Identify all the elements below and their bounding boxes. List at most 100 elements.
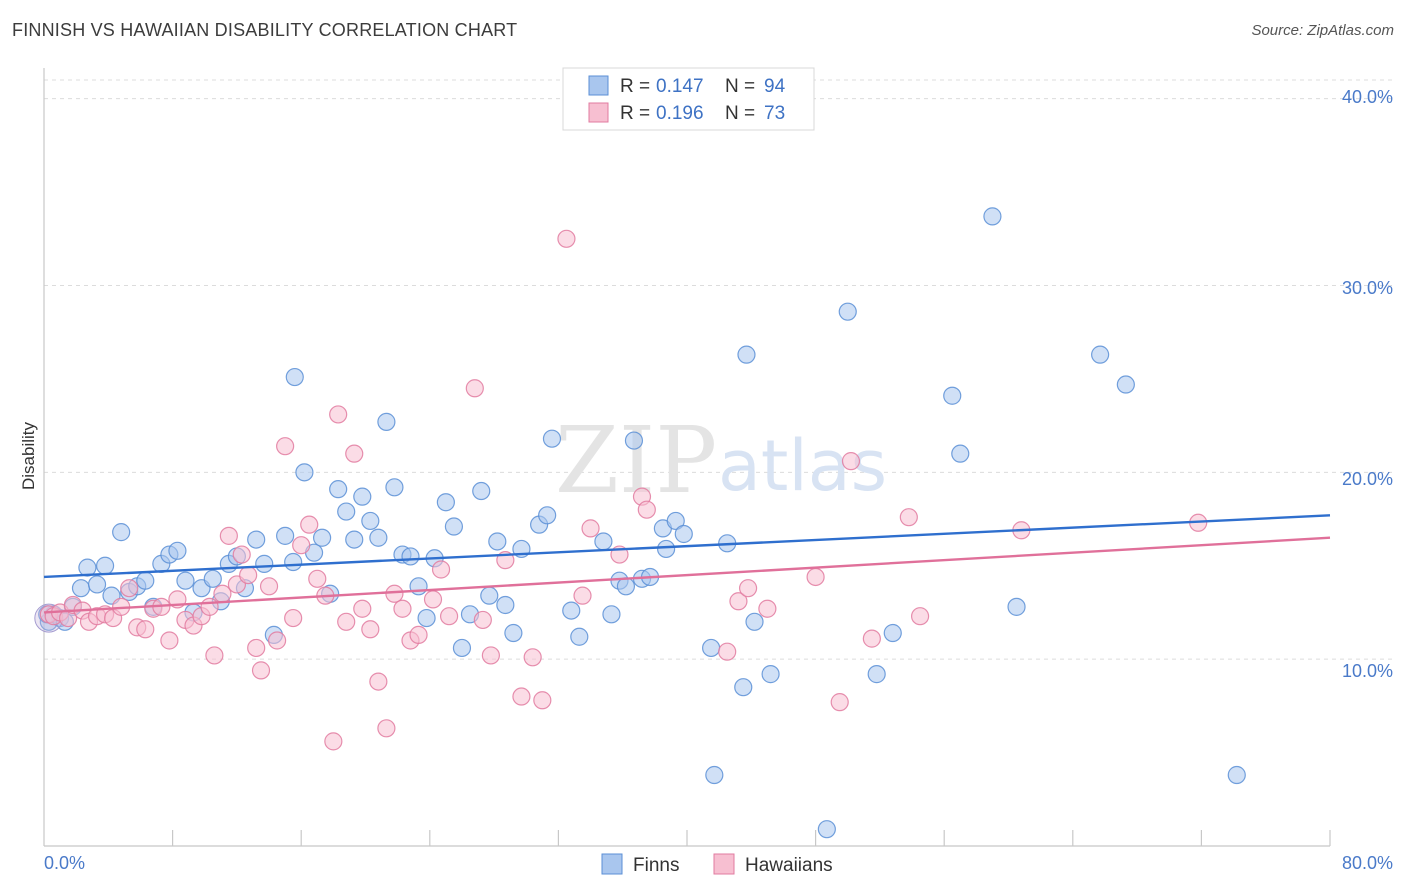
data-point-hawaiians bbox=[393, 599, 412, 618]
data-point-hawaiians bbox=[758, 599, 777, 618]
data-point-finns bbox=[345, 530, 364, 549]
data-point-finns bbox=[353, 487, 372, 506]
data-point-finns bbox=[452, 638, 472, 658]
data-point-hawaiians bbox=[292, 536, 311, 555]
data-point-hawaiians bbox=[324, 732, 343, 751]
data-point-hawaiians bbox=[830, 693, 849, 712]
data-point-hawaiians bbox=[523, 648, 542, 667]
data-point-finns bbox=[504, 623, 523, 643]
data-point-finns bbox=[295, 463, 314, 482]
data-point-hawaiians bbox=[329, 405, 348, 424]
data-point-finns bbox=[943, 386, 962, 405]
data-point-hawaiians bbox=[581, 519, 600, 538]
data-point-finns bbox=[377, 412, 396, 431]
data-point-finns bbox=[702, 638, 721, 658]
data-point-finns bbox=[496, 595, 515, 615]
data-point-finns bbox=[312, 528, 332, 547]
data-point-finns bbox=[361, 511, 380, 531]
data-point-hawaiians bbox=[353, 599, 372, 618]
data-point-hawaiians bbox=[136, 620, 155, 639]
data-point-finns bbox=[542, 429, 562, 448]
data-point-finns bbox=[745, 612, 764, 631]
legend-swatch-finns bbox=[588, 75, 609, 96]
bottom-legend: Finns Hawaiians bbox=[601, 853, 833, 876]
data-point-finns bbox=[761, 665, 780, 684]
data-point-hawaiians bbox=[512, 687, 531, 706]
data-point-finns bbox=[674, 524, 693, 544]
data-point-hawaiians bbox=[251, 661, 271, 680]
data-point-finns bbox=[436, 493, 455, 512]
data-point-finns bbox=[337, 502, 356, 521]
trendline-finns bbox=[43, 514, 1331, 579]
data-point-finns bbox=[480, 586, 499, 605]
x-tick-label-max: 80.0% bbox=[1342, 853, 1393, 873]
data-point-hawaiians bbox=[300, 515, 319, 534]
data-point-finns bbox=[247, 530, 266, 549]
data-point-hawaiians bbox=[259, 577, 279, 596]
data-point-hawaiians bbox=[637, 500, 656, 519]
data-point-hawaiians bbox=[205, 646, 224, 665]
data-point-finns bbox=[867, 665, 886, 684]
x-axis-ticks bbox=[172, 830, 1331, 846]
y-tick-label-40: 40.0% bbox=[1342, 87, 1393, 107]
data-point-finns bbox=[176, 571, 195, 590]
data-point-finns bbox=[562, 601, 581, 620]
data-point-finns bbox=[1091, 345, 1110, 364]
data-point-finns bbox=[203, 569, 222, 588]
data-point-finns bbox=[951, 444, 970, 463]
y-tick-label-30: 30.0% bbox=[1342, 278, 1393, 298]
data-point-finns bbox=[417, 608, 436, 628]
data-point-hawaiians bbox=[213, 584, 232, 603]
data-point-finns bbox=[602, 605, 621, 624]
data-point-finns bbox=[472, 481, 491, 501]
data-point-finns bbox=[168, 541, 187, 560]
x-tick-label-min: 0.0% bbox=[44, 853, 85, 873]
data-point-finns bbox=[329, 480, 348, 499]
data-point-finns bbox=[444, 517, 464, 536]
data-point-finns bbox=[570, 627, 589, 646]
data-point-finns bbox=[276, 526, 295, 545]
data-point-hawaiians bbox=[738, 579, 758, 598]
data-point-finns bbox=[78, 558, 97, 577]
data-point-hawaiians bbox=[910, 607, 930, 626]
data-point-finns bbox=[734, 678, 753, 697]
data-point-finns bbox=[385, 478, 404, 497]
chart-title: FINNISH VS HAWAIIAN DISABILITY CORRELATI… bbox=[12, 20, 518, 40]
watermark-atlas: atlas bbox=[718, 425, 887, 507]
legend-n-label-finns: N = bbox=[725, 76, 755, 97]
data-point-hawaiians bbox=[423, 590, 443, 609]
data-point-finns bbox=[1116, 375, 1135, 394]
data-point-hawaiians bbox=[729, 592, 748, 611]
legend-r-label-finns: R = bbox=[620, 76, 650, 97]
data-point-hawaiians bbox=[573, 586, 592, 605]
data-point-hawaiians bbox=[385, 584, 404, 603]
data-point-finns bbox=[705, 765, 724, 785]
data-point-hawaiians bbox=[557, 229, 576, 248]
data-point-finns bbox=[401, 547, 420, 566]
bottom-legend-swatch-finns bbox=[601, 853, 623, 875]
legend-r-value-hawaiians: 0.196 bbox=[656, 103, 704, 124]
data-point-finns bbox=[737, 345, 756, 364]
legend: R = 0.147 N = 94 R = 0.196 N = 73 bbox=[562, 67, 815, 131]
data-point-hawaiians bbox=[120, 579, 139, 598]
data-point-finns bbox=[255, 554, 274, 573]
data-point-hawaiians bbox=[337, 612, 356, 631]
data-point-finns bbox=[488, 532, 507, 551]
data-point-hawaiians bbox=[377, 719, 396, 738]
source-label: Source: ZipAtlas.com bbox=[1251, 22, 1394, 39]
legend-n-value-hawaiians: 73 bbox=[764, 103, 785, 124]
data-point-finns bbox=[666, 511, 685, 531]
bottom-legend-swatch-hawaiians bbox=[713, 853, 735, 875]
data-point-hawaiians bbox=[718, 642, 737, 661]
data-point-hawaiians bbox=[247, 638, 266, 658]
data-point-finns bbox=[983, 207, 1002, 226]
data-point-finns bbox=[538, 506, 557, 525]
data-point-finns bbox=[594, 532, 613, 551]
data-point-finns bbox=[95, 556, 115, 575]
trendlines bbox=[43, 514, 1331, 614]
legend-n-value-finns: 94 bbox=[764, 76, 786, 97]
data-point-finns bbox=[71, 579, 91, 598]
data-point-hawaiians bbox=[345, 444, 364, 463]
data-point-hawaiians bbox=[160, 631, 179, 650]
